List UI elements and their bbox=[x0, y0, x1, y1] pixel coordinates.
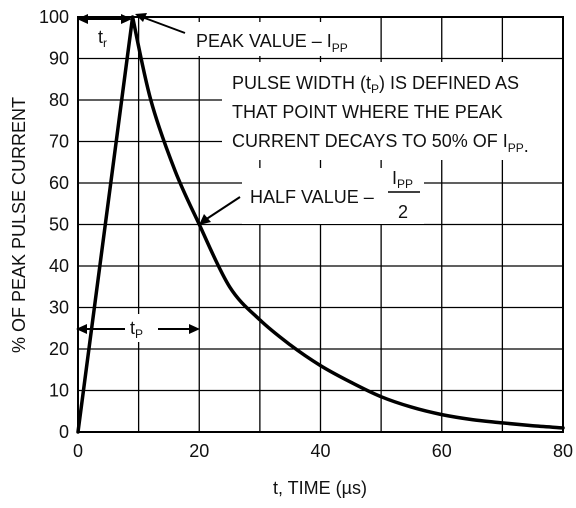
half-pointer-line bbox=[204, 196, 241, 221]
x-tick-label: 40 bbox=[310, 441, 330, 461]
x-tick-label: 60 bbox=[432, 441, 452, 461]
pulse-width-line-3: CURRENT DECAYS TO 50% OF IPP. bbox=[232, 131, 529, 156]
tr-label-bg bbox=[96, 22, 116, 48]
half-pointer-head bbox=[199, 214, 211, 225]
y-tick-label: 0 bbox=[59, 422, 69, 442]
x-axis-title: t, TIME (µs) bbox=[273, 478, 367, 498]
tp-label: tP bbox=[130, 318, 143, 341]
y-tick-label: 80 bbox=[49, 90, 69, 110]
peak-pointer-line bbox=[141, 16, 186, 34]
y-tick-label: 20 bbox=[49, 339, 69, 359]
plot-border bbox=[77, 16, 564, 433]
plot-frame bbox=[77, 16, 564, 433]
tp-label-bg bbox=[127, 314, 155, 342]
half-value-label: HALF VALUE – bbox=[250, 187, 374, 207]
peak-value-label: PEAK VALUE – IPP bbox=[196, 31, 348, 55]
y-tick-label: 100 bbox=[39, 7, 69, 27]
y-axis-title: % OF PEAK PULSE CURRENT bbox=[9, 97, 29, 353]
half-value-label-bg bbox=[242, 168, 424, 224]
tp-arrow-head-right bbox=[189, 324, 200, 334]
y-tick-label: 70 bbox=[49, 132, 69, 152]
y-tick-label: 50 bbox=[49, 215, 69, 235]
tr-arrow-head-left bbox=[77, 14, 88, 24]
y-tick-label: 10 bbox=[49, 381, 69, 401]
x-tick-label: 0 bbox=[73, 441, 83, 461]
arrows bbox=[76, 13, 241, 334]
x-tick-label: 80 bbox=[553, 441, 573, 461]
y-tick-label: 30 bbox=[49, 298, 69, 318]
series-line-current bbox=[76, 15, 565, 434]
y-tick-label: 90 bbox=[49, 49, 69, 69]
x-tick-labels: 0 20 40 60 80 bbox=[73, 441, 573, 461]
pulse-width-line-1: PULSE WIDTH (tP) IS DEFINED AS bbox=[232, 73, 519, 96]
x-tick-label: 20 bbox=[189, 441, 209, 461]
pulse-width-note-bg bbox=[222, 62, 562, 160]
half-value-denominator: 2 bbox=[398, 202, 408, 222]
half-value-numerator: IPP bbox=[392, 168, 413, 191]
peak-label-bg bbox=[188, 22, 378, 56]
y-tick-label: 40 bbox=[49, 256, 69, 276]
tr-arrow-head-right bbox=[121, 14, 132, 24]
y-tick-label: 60 bbox=[49, 173, 69, 193]
peak-pointer-head bbox=[135, 13, 147, 22]
tr-label: tr bbox=[98, 27, 107, 50]
tp-arrow-head-left bbox=[76, 324, 87, 334]
y-tick-labels: 0 10 20 30 40 50 60 70 80 90 100 bbox=[39, 7, 69, 442]
pulse-width-line-2: THAT POINT WHERE THE PEAK bbox=[232, 102, 503, 122]
